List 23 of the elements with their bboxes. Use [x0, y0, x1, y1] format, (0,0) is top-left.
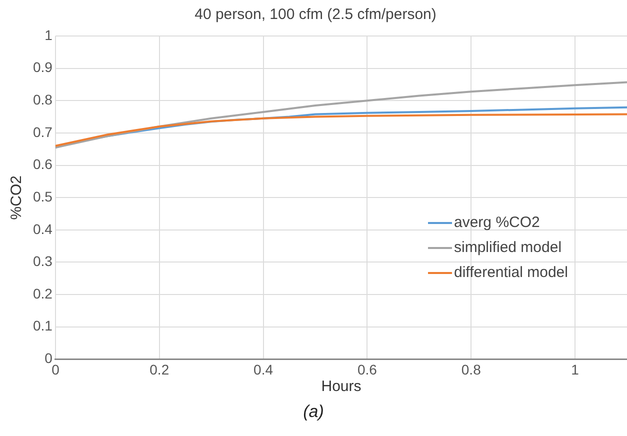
x-tick-label: 0.6	[357, 361, 378, 378]
legend-label: differential model	[454, 264, 568, 281]
x-tick-label: 0.2	[150, 361, 170, 378]
legend-label: averg %CO2	[454, 214, 540, 231]
y-tick-label: 0.2	[32, 285, 53, 302]
y-tick-label: 0.7	[32, 124, 53, 140]
y-tick-label: 0.5	[32, 188, 53, 204]
y-tick-label: 0.1	[32, 318, 53, 334]
y-tick-label: 0.3	[32, 253, 53, 270]
y-tick-label: 1	[44, 26, 53, 43]
y-tick-label: 0	[44, 350, 53, 366]
chart-title: 40 person, 100 cfm (2.5 cfm/person)	[194, 6, 436, 24]
y-tick-label: 0.4	[32, 220, 53, 237]
text: (a)	[302, 402, 325, 422]
x-tick-label: 0.4	[254, 361, 274, 378]
x-tick-label: 0.8	[461, 361, 482, 378]
y-axis-title: %CO2	[8, 176, 26, 220]
y-tick-label: 0.9	[32, 59, 53, 76]
legend-label: simplified model	[454, 239, 562, 256]
x-tick-label: 1	[571, 361, 580, 378]
y-tick-label: 0.6	[32, 156, 53, 172]
x-axis-title: Hours	[321, 378, 362, 396]
y-tick-label: 0.8	[32, 92, 53, 108]
